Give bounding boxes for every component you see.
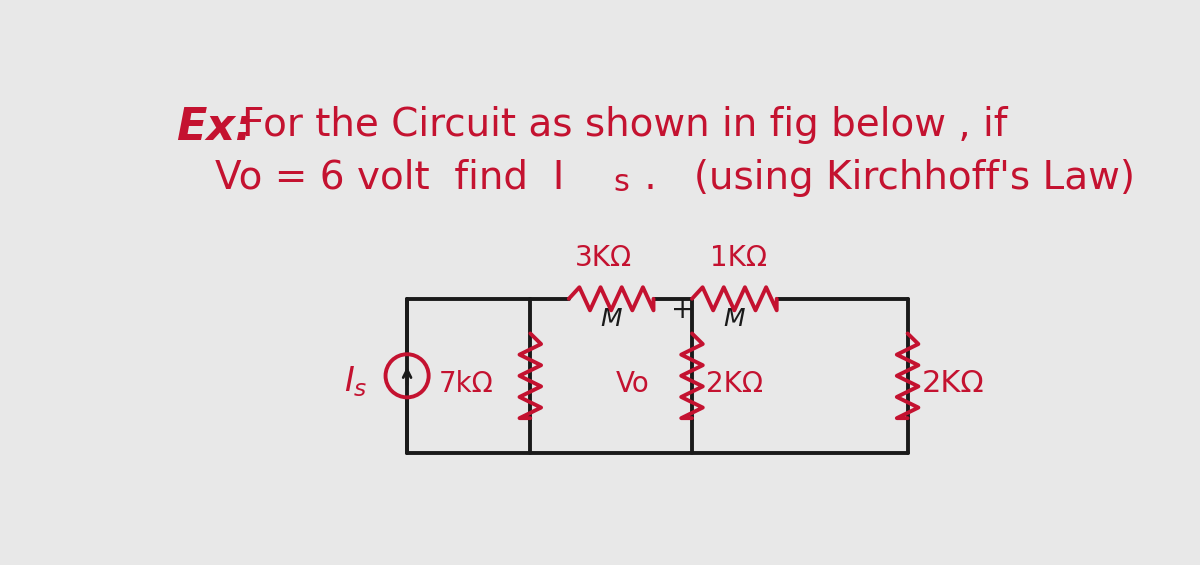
Text: Vo = 6 volt  find  I: Vo = 6 volt find I bbox=[215, 159, 564, 197]
Text: +: + bbox=[671, 296, 695, 324]
Text: 7kΩ: 7kΩ bbox=[438, 370, 493, 398]
Text: $I_s$: $I_s$ bbox=[344, 364, 367, 399]
Text: 2KΩ: 2KΩ bbox=[706, 370, 763, 398]
Text: M: M bbox=[600, 306, 622, 331]
Text: M: M bbox=[724, 306, 745, 331]
Text: Ex:: Ex: bbox=[176, 106, 253, 149]
Text: For the Circuit as shown in fig below , if: For the Circuit as shown in fig below , … bbox=[241, 106, 1007, 144]
Text: 1KΩ: 1KΩ bbox=[709, 244, 767, 272]
Text: 2KΩ: 2KΩ bbox=[922, 369, 984, 398]
Text: Vo: Vo bbox=[616, 370, 649, 398]
Text: .   (using Kirchhoff's Law): . (using Kirchhoff's Law) bbox=[632, 159, 1135, 197]
Text: 3KΩ: 3KΩ bbox=[575, 244, 632, 272]
Text: s: s bbox=[613, 168, 629, 197]
